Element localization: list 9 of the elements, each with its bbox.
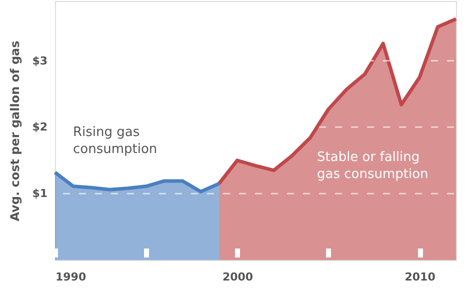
annotation: Stable or falling gas consumption	[317, 150, 428, 182]
y-tick-label: $1	[32, 187, 48, 200]
x-tick-label: 1990	[56, 270, 86, 284]
x-tick-label: 2000	[222, 270, 254, 284]
y-tick-label: $3	[32, 54, 48, 68]
x-tick-label: 2010	[404, 270, 436, 284]
y-axis-title: Avg. cost per gallon of gas	[8, 40, 22, 222]
annotation: Rising gas consumption	[73, 125, 158, 157]
y-tick-label: $2	[32, 120, 48, 134]
